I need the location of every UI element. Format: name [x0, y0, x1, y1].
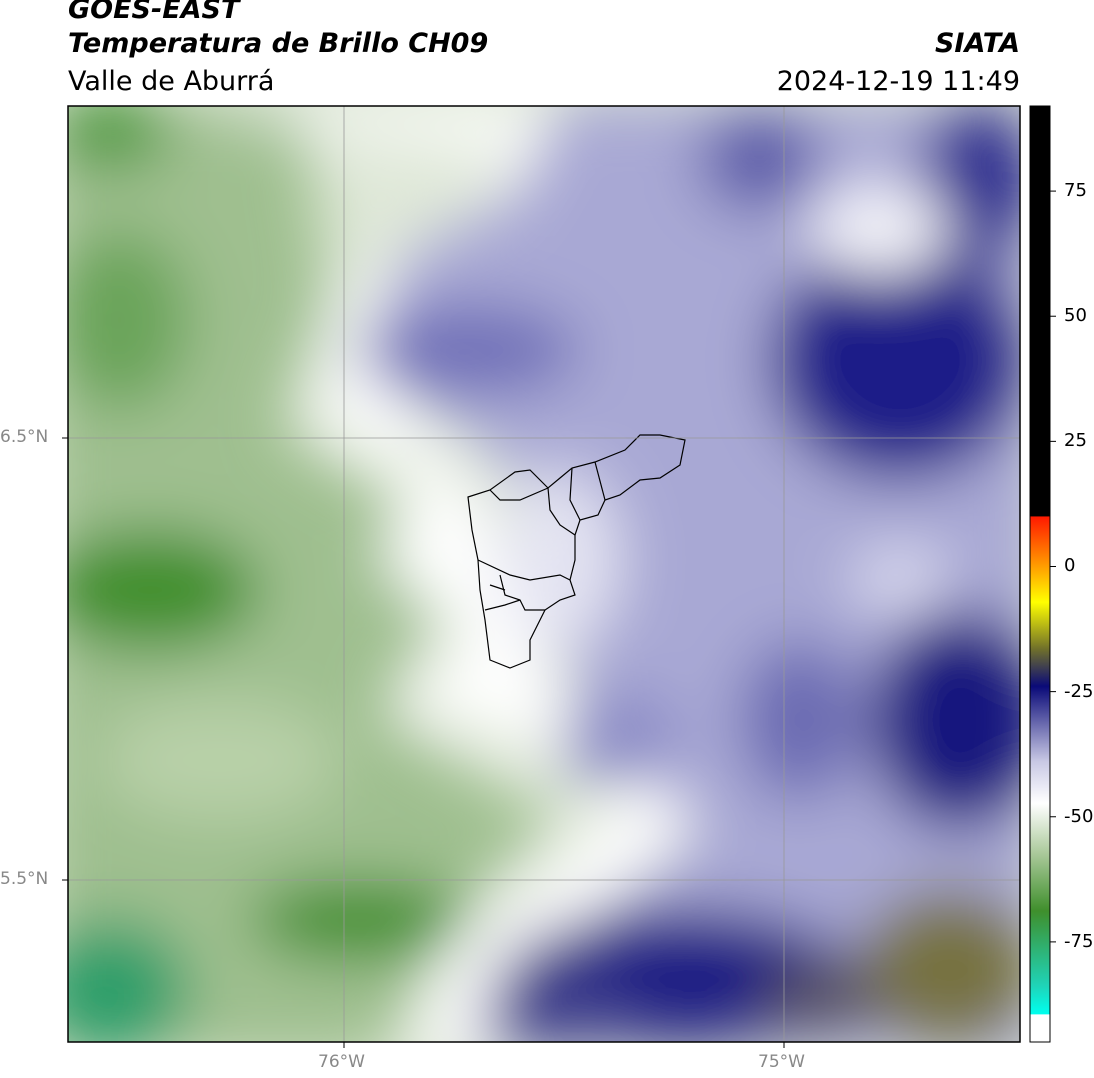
lat-label-6-5: 6.5°N [0, 427, 49, 447]
datetime-label: 2024-12-19 11:49 [776, 66, 1020, 97]
colorbar-tick-label: -75 [1064, 930, 1094, 952]
region-subtitle: Valle de Aburrá [68, 66, 275, 97]
colorbar-tick-label: 75 [1064, 180, 1087, 202]
colorbar-tick-label: 0 [1064, 555, 1076, 577]
colorbar [1029, 105, 1051, 1043]
brand-label: SIATA [934, 28, 1020, 59]
map-frame [67, 105, 1021, 1043]
graticule [68, 106, 1020, 1042]
valley-boundaries [467, 434, 686, 669]
temperature-field [68, 106, 1020, 1042]
product-title: Temperatura de Brillo CH09 [68, 28, 489, 59]
satellite-title: GOES-EAST [68, 0, 240, 25]
colorbar-tick-label: 25 [1064, 430, 1087, 452]
lon-label-75w: 75°W [758, 1052, 805, 1072]
lat-label-5-5: 5.5°N [0, 869, 49, 889]
colorbar-tick-label: -50 [1064, 805, 1094, 827]
lon-label-76w: 76°W [318, 1052, 365, 1072]
colorbar-tick-label: 50 [1064, 305, 1087, 327]
colorbar-tick-label: -25 [1064, 680, 1094, 702]
